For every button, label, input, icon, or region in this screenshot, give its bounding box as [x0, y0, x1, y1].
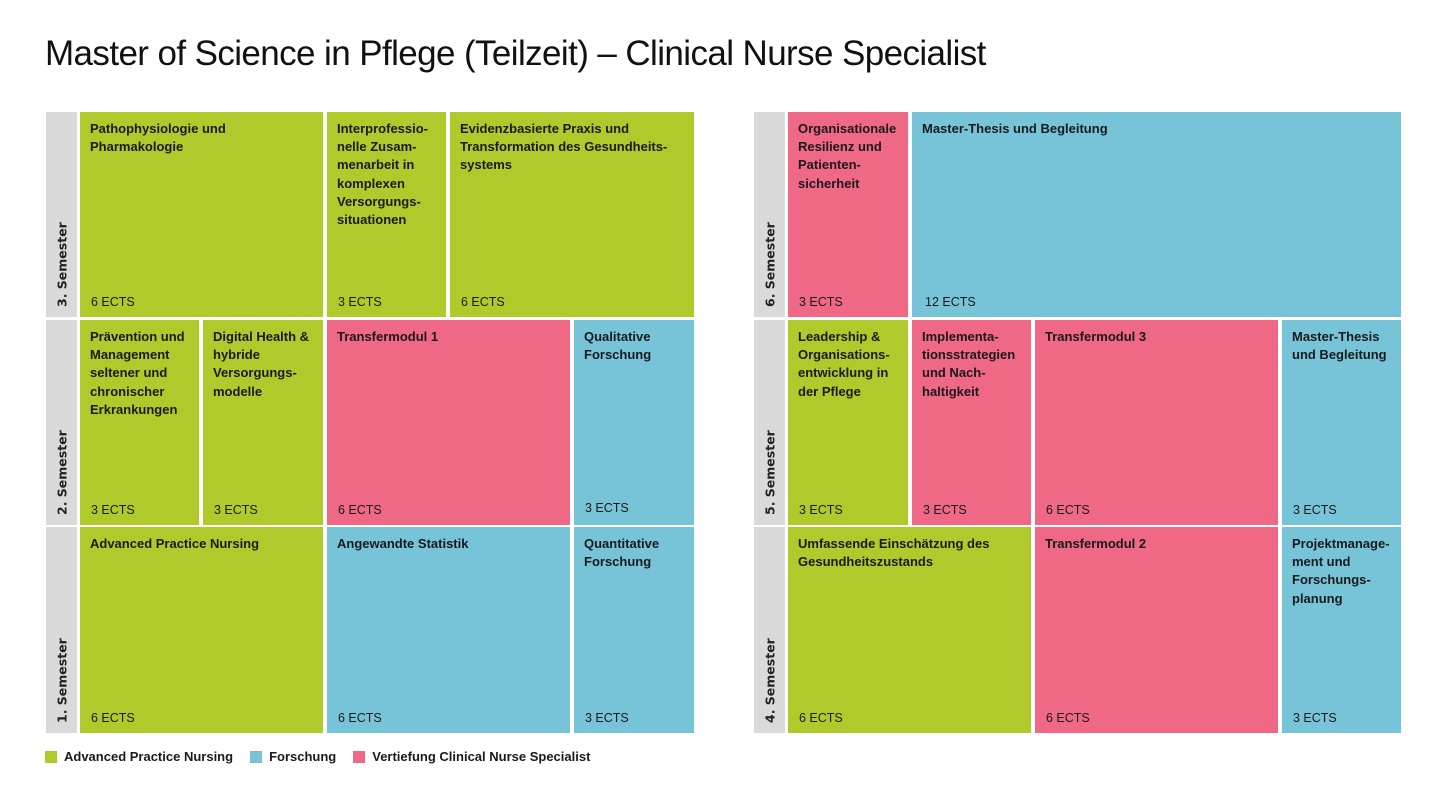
module-ects: 3 ECTS	[214, 503, 258, 517]
module-cell[interactable]: Qualitative Forschung 3 ECTS	[574, 320, 694, 525]
module-ects: 6 ECTS	[338, 503, 382, 517]
semester-row-3: 3. Semester Pathophysiologie und Pharmak…	[46, 112, 695, 317]
semester-label: 6. Semester	[754, 112, 785, 317]
legend-label: Forschung	[269, 749, 337, 764]
module-name: Pathophysiologie und Pharmakologie	[90, 121, 226, 155]
semester-row-2: 2. Semester Prävention und Management se…	[46, 320, 695, 525]
module-ects: 3 ECTS	[1293, 711, 1337, 725]
semester-label-text: 4. Semester	[762, 638, 777, 723]
module-ects: 6 ECTS	[799, 711, 843, 725]
semester-label: 3. Semester	[46, 112, 77, 317]
module-name: Umfassende Einschätzung des Gesundheitsz…	[798, 536, 990, 570]
module-cell[interactable]: Transfermodul 3 6 ECTS	[1035, 320, 1278, 525]
module-cell[interactable]: Advanced Practice Nursing 6 ECTS	[80, 527, 323, 733]
module-ects: 12 ECTS	[925, 295, 976, 309]
module-cell[interactable]: Organisationale Resilienz und Patienten-…	[788, 112, 908, 317]
module-name: Qualitative Forschung	[584, 329, 652, 363]
curriculum-grid-semesters-1-3: 3. Semester Pathophysiologie und Pharmak…	[46, 112, 695, 733]
module-ects: 3 ECTS	[1293, 503, 1337, 517]
legend-item-forschung: Forschung	[250, 749, 336, 764]
semester-label-text: 1. Semester	[54, 638, 69, 723]
module-name: Advanced Practice Nursing	[90, 536, 260, 551]
module-cell[interactable]: Quantitative Forschung 3 ECTS	[574, 527, 694, 733]
module-name: Transfermodul 1	[337, 329, 439, 344]
module-ects: 6 ECTS	[338, 711, 382, 725]
module-name: Interprofessio- nelle Zusam- menarbeit i…	[337, 121, 429, 228]
module-name: Projektmanage- ment und Forschungs- plan…	[1292, 536, 1390, 606]
legend-item-apn: Advanced Practice Nursing	[45, 749, 233, 764]
semester-label-text: 5. Semester	[762, 430, 777, 515]
module-cell[interactable]: Pathophysiologie und Pharmakologie 6 ECT…	[80, 112, 323, 317]
module-ects: 3 ECTS	[338, 295, 382, 309]
legend-item-vertiefung: Vertiefung Clinical Nurse Specialist	[353, 749, 590, 764]
module-ects: 3 ECTS	[91, 503, 135, 517]
module-name: Transfermodul 3	[1045, 329, 1147, 344]
module-name: Quantitative Forschung	[584, 536, 660, 570]
module-ects: 3 ECTS	[585, 501, 629, 515]
module-cell[interactable]: Leadership & Organisations- entwicklung …	[788, 320, 908, 525]
semester-label: 4. Semester	[754, 527, 785, 733]
module-name: Master-Thesis und Begleitung	[922, 121, 1108, 136]
semester-label: 1. Semester	[46, 527, 77, 733]
semester-row-1: 1. Semester Advanced Practice Nursing 6 …	[46, 527, 695, 733]
legend-swatch	[45, 750, 57, 763]
module-name: Digital Health & hybride Versorgungs- mo…	[213, 329, 310, 399]
module-cell[interactable]: Interprofessio- nelle Zusam- menarbeit i…	[327, 112, 446, 317]
module-cell[interactable]: Angewandte Statistik 6 ECTS	[327, 527, 570, 733]
module-cell[interactable]: Master-Thesis und Begleitung 3 ECTS	[1282, 320, 1401, 525]
semester-label: 2. Semester	[46, 320, 77, 525]
curriculum-grid-semesters-4-6: 6. Semester Organisationale Resilienz un…	[754, 112, 1403, 733]
semester-row-6: 6. Semester Organisationale Resilienz un…	[754, 112, 1403, 317]
module-name: Master-Thesis und Begleitung	[1292, 329, 1387, 363]
module-ects: 6 ECTS	[1046, 503, 1090, 517]
module-ects: 3 ECTS	[799, 295, 843, 309]
module-cell[interactable]: Prävention und Management seltener und c…	[80, 320, 199, 525]
module-ects: 3 ECTS	[923, 503, 967, 517]
semester-row-4: 4. Semester Umfassende Einschätzung des …	[754, 527, 1403, 733]
module-cell[interactable]: Digital Health & hybride Versorgungs- mo…	[203, 320, 323, 525]
legend-swatch	[353, 750, 366, 763]
module-cell[interactable]: Transfermodul 1 6 ECTS	[327, 320, 570, 525]
module-name: Angewandte Statistik	[337, 536, 469, 551]
semester-label-text: 2. Semester	[54, 430, 69, 515]
module-cell[interactable]: Implementa- tionsstrategien und Nach- ha…	[912, 320, 1031, 525]
page-title: Master of Science in Pflege (Teilzeit) –…	[45, 34, 986, 73]
module-name: Organisationale Resilienz und Patienten-…	[798, 121, 897, 191]
module-ects: 6 ECTS	[461, 295, 505, 309]
module-name: Leadership & Organisations- entwicklung …	[798, 329, 890, 399]
module-ects: 6 ECTS	[91, 295, 135, 309]
legend-label: Advanced Practice Nursing	[64, 749, 234, 764]
semester-label-text: 6. Semester	[762, 222, 777, 307]
module-name: Prävention und Management seltener und c…	[90, 329, 185, 417]
module-cell[interactable]: Master-Thesis und Begleitung 12 ECTS	[912, 112, 1401, 317]
module-ects: 6 ECTS	[1046, 711, 1090, 725]
module-cell[interactable]: Projektmanage- ment und Forschungs- plan…	[1282, 527, 1401, 733]
semester-label-text: 3. Semester	[54, 222, 69, 307]
legend-label: Vertiefung Clinical Nurse Specialist	[372, 749, 591, 764]
module-cell[interactable]: Evidenzbasierte Praxis und Transformatio…	[450, 112, 694, 317]
module-ects: 3 ECTS	[799, 503, 843, 517]
module-ects: 6 ECTS	[91, 711, 135, 725]
module-cell[interactable]: Umfassende Einschätzung des Gesundheitsz…	[788, 527, 1031, 733]
semester-row-5: 5. Semester Leadership & Organisations- …	[754, 320, 1403, 525]
semester-label: 5. Semester	[754, 320, 785, 525]
module-cell[interactable]: Transfermodul 2 6 ECTS	[1035, 527, 1278, 733]
module-name: Transfermodul 2	[1045, 536, 1147, 551]
module-name: Implementa- tionsstrategien und Nach- ha…	[922, 329, 1016, 399]
legend: Advanced Practice Nursing Forschung Vert…	[45, 749, 607, 764]
legend-swatch	[250, 750, 263, 763]
module-ects: 3 ECTS	[585, 711, 629, 725]
module-name: Evidenzbasierte Praxis und Transformatio…	[460, 121, 668, 173]
